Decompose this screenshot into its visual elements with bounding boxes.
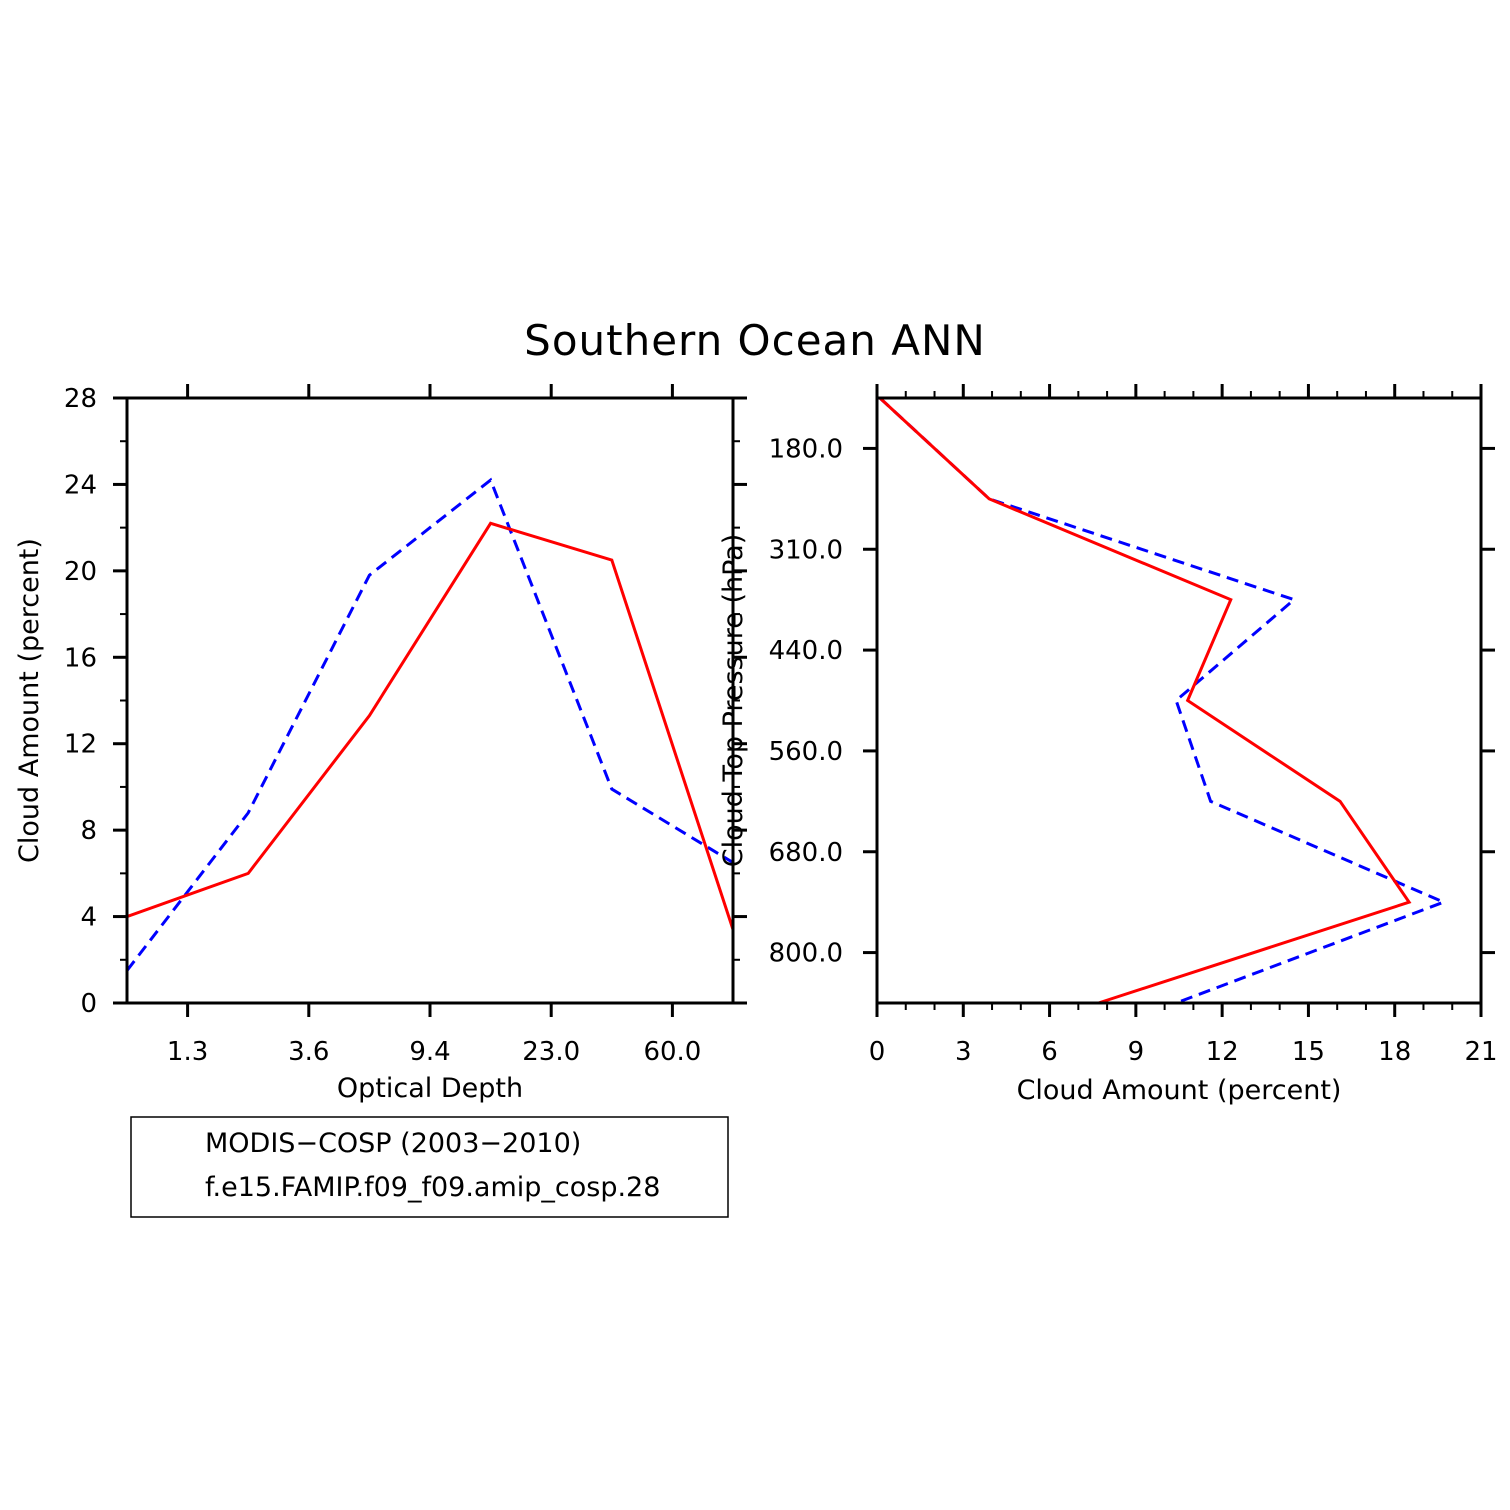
y-tick-label: 560.0 [769, 737, 843, 767]
legend-label-obs: MODIS−COSP (2003−2010) [205, 1128, 581, 1159]
y-tick-label: 24 [64, 470, 97, 500]
y-tick-label: 0 [80, 989, 97, 1019]
x-tick-label: 12 [1206, 1037, 1239, 1067]
x-tick-label: 6 [1041, 1037, 1058, 1067]
series-line-obs [878, 396, 1448, 1005]
y-tick-label: 4 [80, 903, 97, 933]
y-tick-label: 180.0 [769, 434, 843, 464]
y-tick-label: 8 [80, 816, 97, 846]
figure-title: Southern Ocean ANN [524, 316, 986, 365]
series-line-model [878, 396, 1412, 1005]
legend: MODIS−COSP (2003−2010) f.e15.FAMIP.f09_f… [130, 1116, 729, 1218]
plot-frame [125, 396, 735, 1005]
x-tick-label: 9 [1128, 1037, 1145, 1067]
x-axis-label: Cloud Amount (percent) [1017, 1075, 1342, 1106]
x-tick-label: 1.3 [167, 1037, 208, 1067]
x-tick-label: 60.0 [643, 1037, 701, 1067]
y-axis-label: Cloud Amount (percent) [14, 538, 45, 863]
legend-box [130, 1116, 729, 1218]
legend-label-model: f.e15.FAMIP.f09_f09.amip_cosp.28 [205, 1172, 660, 1203]
x-tick-label: 3.6 [288, 1037, 329, 1067]
y-tick-label: 440.0 [769, 636, 843, 666]
y-tick-label: 12 [64, 730, 97, 760]
y-tick-label: 800.0 [769, 939, 843, 969]
x-tick-label: 15 [1292, 1037, 1325, 1067]
x-tick-label: 0 [869, 1037, 886, 1067]
pressure-panel: 0 3 6 9 12 15 18 21 180.0 310.0 440.0 560.0 680.0 800… [718, 384, 1498, 1106]
y-axis-label: Cloud Top Pressure (hPa) [718, 534, 749, 868]
x-tick-label: 3 [955, 1037, 972, 1067]
y-tick-label: 16 [64, 643, 97, 673]
y-tick-label: 680.0 [769, 838, 843, 868]
x-axis-label: Optical Depth [337, 1073, 523, 1104]
plot-frame [875, 396, 1483, 1005]
y-tick-label: 310.0 [769, 535, 843, 565]
optical-depth-panel: 0 4 8 12 16 20 24 28 1.3 3.6 9.4 23.0 60.0 Optical De… [14, 384, 747, 1104]
x-tick-label: 23.0 [522, 1037, 580, 1067]
x-tick-label: 18 [1378, 1037, 1411, 1067]
series-line-obs [125, 477, 734, 972]
x-tick-label: 9.4 [409, 1037, 450, 1067]
y-tick-label: 20 [64, 557, 97, 587]
x-tick-label: 21 [1464, 1037, 1497, 1067]
y-tick-label: 28 [64, 384, 97, 414]
series-line-model [126, 521, 735, 931]
